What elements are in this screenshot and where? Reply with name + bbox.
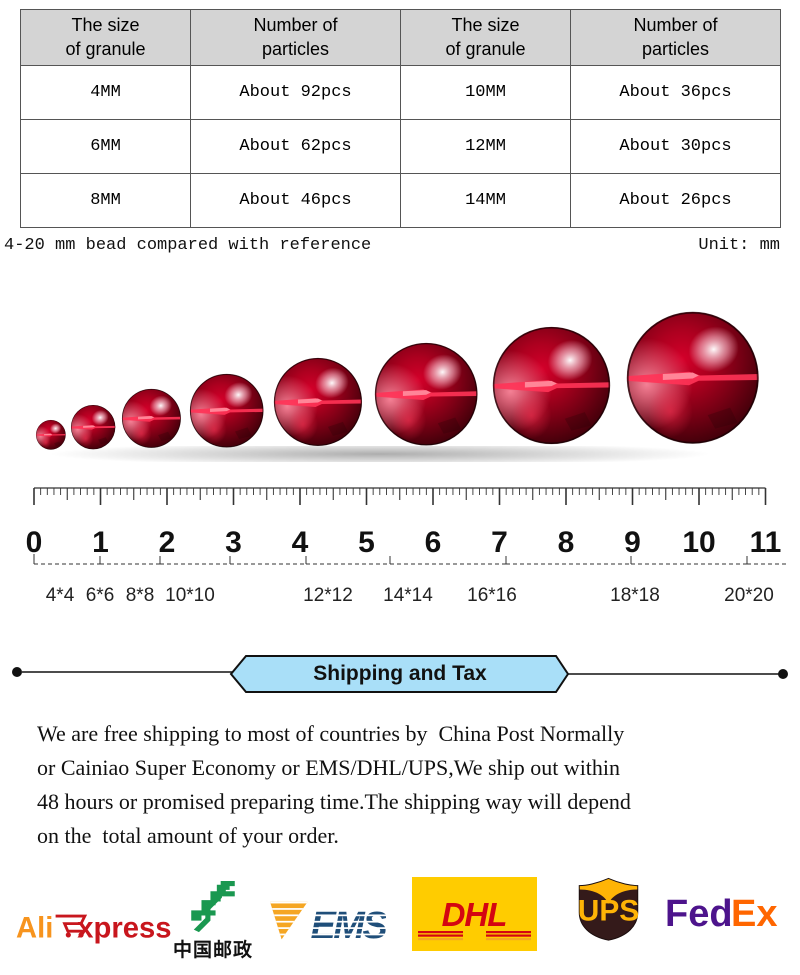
svg-text:Ex: Ex [731, 893, 777, 935]
svg-text:Fed: Fed [665, 893, 733, 935]
svg-text:Ali: Ali [16, 912, 53, 944]
svg-text:DHL: DHL [442, 896, 507, 933]
svg-text:UPS: UPS [578, 895, 639, 928]
svg-text:xpress: xpress [77, 912, 171, 944]
